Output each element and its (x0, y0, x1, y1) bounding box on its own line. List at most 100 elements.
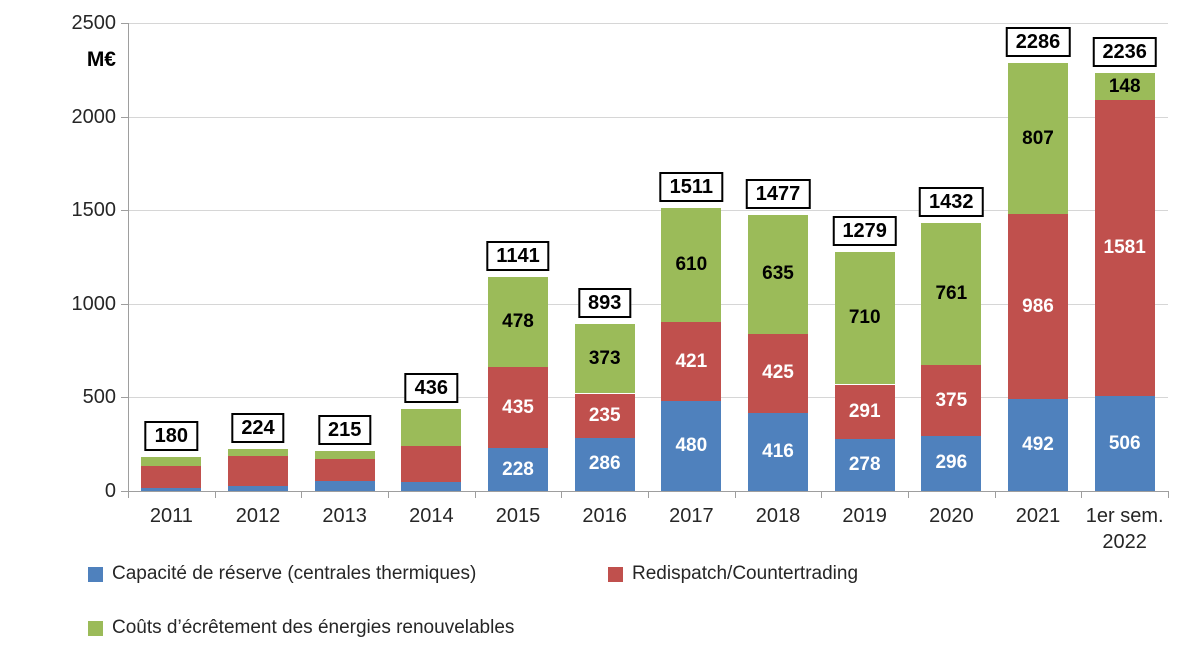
x-axis-label-2011: 2011 (149, 505, 193, 527)
y-axis-line (128, 23, 129, 491)
bar-segment-redispatch-2012 (228, 456, 288, 487)
bar-segment-capacite-reserve-2016 (574, 437, 635, 491)
bar-segment-value-capacite-reserve-2019: 278 (848, 454, 881, 475)
y-tick-label-2500: 2500 (71, 12, 117, 34)
legend-swatch-red (608, 566, 623, 582)
bar-segment-value-capacite-reserve-2017: 480 (675, 435, 708, 457)
bar-segment-redispatch-1ersem.2022 (1094, 100, 1155, 397)
bar-segment-capacite-reserve-2018 (748, 413, 808, 491)
bar-segment-capacite-reserve-2020 (921, 435, 982, 491)
bar-segment-ecretement-2017 (661, 208, 722, 323)
bar-segment-ecretement-2020 (921, 222, 982, 366)
y-tick-mark-2500 (121, 23, 128, 24)
bar-segment-value-ecretement-2018: 635 (762, 263, 794, 285)
bar-segment-redispatch-2015 (488, 366, 548, 449)
legend-label-ecretement: Coûts d’écrêtement des énergies renouvel… (112, 617, 515, 638)
x-tick-mark-8 (821, 491, 823, 498)
bar-segment-value-capacite-reserve-2016: 286 (588, 453, 621, 475)
total-label-2015: 1141 (486, 241, 550, 272)
bar-segment-capacite-reserve-2013 (314, 481, 375, 491)
x-tick-mark-10 (994, 491, 996, 498)
bar-segment-value-ecretement-2017: 610 (675, 254, 708, 276)
bar-segment-capacite-reserve-2017 (661, 401, 722, 491)
x-tick-mark-7 (734, 491, 736, 498)
total-label-2011: 180 (144, 421, 198, 452)
legend-label-redispatch: Redispatch/Countertrading (632, 563, 859, 584)
y-tick-label-1500: 1500 (71, 199, 117, 222)
x-tick-mark-2 (301, 491, 303, 498)
bar-segment-redispatch-2020 (921, 365, 982, 436)
bar-segment-value-redispatch-2020: 375 (935, 389, 968, 411)
bar-segment-capacite-reserve-2015 (488, 448, 548, 491)
bar-segment-ecretement-2014 (401, 409, 462, 446)
x-tick-mark-6 (648, 491, 649, 498)
bar-segment-value-ecretement-2020: 761 (935, 283, 968, 305)
x-axis-label-2015: 2015 (495, 505, 541, 527)
bar-segment-value-ecretement-1ersem.2022: 148 (1108, 75, 1141, 97)
x-tick-mark-5 (561, 491, 563, 498)
x-axis-label-2021: 2021 (1015, 505, 1061, 527)
total-label-2018: 1477 (745, 178, 811, 209)
bar-segment-redispatch-2019 (834, 384, 895, 439)
bar-segment-ecretement-2015 (488, 277, 548, 367)
bar-segment-capacite-reserve-2019 (834, 439, 895, 491)
x-axis-label-2014: 2014 (409, 505, 454, 527)
x-tick-mark-3 (388, 491, 389, 498)
y-tick-mark-2000 (121, 116, 128, 118)
x-tick-mark-4 (474, 491, 476, 498)
bar-segment-ecretement-2011 (141, 457, 202, 466)
x-tick-mark-0 (128, 491, 129, 498)
bar-segment-value-redispatch-2017: 421 (675, 350, 708, 372)
bar-segment-value-redispatch-1ersem.2022: 1581 (1103, 237, 1146, 259)
legend-item-capacite-de-reserve: Capacité de réserve (centrales thermique… (88, 562, 476, 586)
total-label-2017: 1511 (659, 172, 723, 203)
y-tick-mark-500 (121, 397, 128, 399)
total-label-2016: 893 (578, 287, 632, 318)
bar-segment-value-redispatch-2019: 291 (848, 400, 881, 422)
x-tick-mark-1 (214, 491, 216, 498)
legend-label-capacite-de-reserve: Capacité de réserve (centrales thermique… (112, 563, 477, 584)
total-label-2020: 1432 (919, 186, 984, 217)
y-gridline-2500 (128, 23, 1168, 24)
bar-segment-value-ecretement-2016: 373 (588, 347, 621, 369)
total-label-2013: 215 (318, 414, 372, 445)
total-label-2014: 436 (404, 373, 458, 404)
total-label-1ersem.2022: 2236 (1092, 36, 1157, 67)
bar-segment-value-capacite-reserve-2020: 296 (935, 452, 968, 474)
bar-segment-redispatch-2011 (141, 465, 202, 489)
bar-segment-ecretement-2016 (574, 323, 635, 394)
bar-segment-ecretement-2021 (1008, 63, 1068, 215)
bar-segment-ecretement-2012 (228, 449, 288, 457)
bar-segment-capacite-reserve-2021 (1008, 398, 1068, 491)
x-axis-label-2013: 2013 (322, 505, 367, 527)
y-tick-mark-1500 (121, 210, 128, 212)
bar-segment-ecretement-2018 (748, 214, 808, 334)
x-axis-label-2012: 2012 (235, 505, 281, 527)
bar-segment-redispatch-2014 (401, 445, 462, 483)
x-tick-mark-11 (1081, 491, 1083, 498)
bar-segment-capacite-reserve-2011 (141, 488, 202, 491)
bar-segment-redispatch-2021 (1008, 214, 1068, 399)
y-gridline-500 (128, 397, 1168, 399)
bar-segment-value-redispatch-2018: 425 (762, 362, 794, 384)
bar-segment-value-capacite-reserve-2018: 416 (762, 441, 794, 463)
legend-item-redispatch: Redispatch/Countertrading (608, 562, 858, 586)
bar-segment-ecretement-2013 (314, 450, 375, 460)
total-label-2019: 1279 (832, 215, 897, 246)
y-axis-unit-label: M€ (86, 48, 116, 71)
y-tick-mark-1000 (121, 303, 128, 305)
y-tick-label-2000: 2000 (71, 105, 117, 128)
total-label-2021: 2286 (1005, 27, 1071, 58)
bar-segment-value-redispatch-2016: 235 (588, 404, 621, 426)
x-axis-label-2016: 2016 (582, 505, 627, 527)
y-gridline-1000 (128, 303, 1168, 305)
legend-swatch-green (88, 620, 103, 636)
bar-segment-value-redispatch-2015: 435 (502, 396, 534, 418)
x-tick-mark-9 (908, 491, 909, 498)
legend-swatch-blue (88, 566, 103, 582)
bar-segment-value-capacite-reserve-1ersem.2022: 506 (1108, 432, 1141, 454)
bar-segment-value-ecretement-2015: 478 (502, 311, 534, 333)
y-gridline-1500 (128, 210, 1168, 212)
x-axis-label-2017: 2017 (669, 505, 714, 527)
